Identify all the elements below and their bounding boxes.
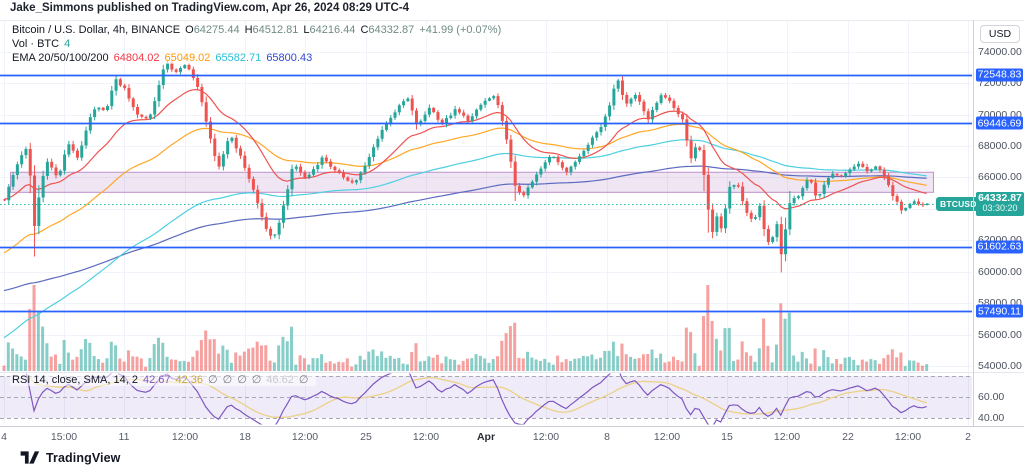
time-tick-label: 12:00 xyxy=(291,431,319,443)
ema-values: 64804.02 65049.02 65582.71 65800.43 xyxy=(114,52,318,64)
ohlc-key: C xyxy=(360,24,369,36)
time-tick-label: 12:00 xyxy=(171,431,199,443)
ohlc-value: 64275.44 xyxy=(193,24,240,36)
time-axis[interactable]: 4 15:00 11 12:00 18 12:00 25 12:00 Apr 12:00 8 12:0… xyxy=(0,426,1024,447)
rsi-value: ∅ xyxy=(298,374,309,386)
price-tick-label: 68000.00 xyxy=(978,139,1022,152)
ema-value: 65049.02 xyxy=(164,52,211,64)
volume-value: 4 xyxy=(64,38,71,50)
rsi-value: 42.67 xyxy=(142,374,171,386)
change-value: +41.99 (+0.07%) xyxy=(419,24,502,36)
ema-label: EMA 20/50/100/200 xyxy=(12,52,109,64)
ema-value: 65800.43 xyxy=(266,52,313,64)
ohlc-values: O64275.44 H64512.81 L64216.44 C64332.87 xyxy=(185,24,419,36)
rsi-value: 42.36 xyxy=(175,374,204,386)
rsi-value: ∅ xyxy=(251,374,262,386)
time-tick-label: 2 xyxy=(965,431,971,443)
rsi-legend[interactable]: RSI 14, close, SMA, 14, 2 42.67 42.36 ∅ ∅ ∅ ∅ 4… xyxy=(10,373,316,386)
time-tick-label: 8 xyxy=(604,431,610,443)
time-tick-label: 18 xyxy=(239,431,251,443)
time-tick-label: 4 xyxy=(1,431,7,443)
tradingview-logo[interactable]: TradingView xyxy=(20,450,121,465)
volume-label: Vol · BTC xyxy=(12,38,60,50)
level-price-chip: 57490.11 xyxy=(976,304,1023,318)
ohlc-key: O xyxy=(185,24,194,36)
tradingview-logo-icon xyxy=(20,451,40,464)
price-tick-label: 56000.00 xyxy=(978,328,1022,341)
rsi-label: RSI 14, close, SMA, 14, 2 xyxy=(12,374,138,386)
rsi-value: ∅ xyxy=(208,374,218,386)
ohlc-value: 64512.81 xyxy=(252,24,299,36)
level-price-chip: 61602.63 xyxy=(976,240,1023,254)
rsi-tick-label: 60.00 xyxy=(978,391,1005,403)
tradingview-logo-text: TradingView xyxy=(46,450,121,465)
rsi-value: ∅ xyxy=(237,374,247,386)
ema-value: 65582.71 xyxy=(215,52,262,64)
level-price-chip: 69446.69 xyxy=(976,116,1023,130)
time-tick-label: 15 xyxy=(721,431,733,443)
time-tick-label: 15:00 xyxy=(50,431,78,443)
currency-button[interactable]: USD xyxy=(980,25,1020,43)
time-tick-label: 12:00 xyxy=(653,431,681,443)
time-tick-label: 12:00 xyxy=(894,431,922,443)
ema-legend[interactable]: EMA 20/50/100/200 64804.02 65049.02 65582.7… xyxy=(10,52,320,64)
ohlc-token: C64332.87 xyxy=(360,24,414,36)
last-price-chip: 64332.87 03:30:20 xyxy=(976,191,1024,216)
rsi-tick-label: 40.00 xyxy=(978,412,1005,424)
rsi-values: 42.67 42.36 ∅ ∅ ∅ ∅ 46.62 ∅ xyxy=(143,374,314,386)
symbol-title: Bitcoin / U.S. Dollar, 4h, BINANCE xyxy=(12,24,181,36)
price-tick-label: 66000.00 xyxy=(978,171,1022,184)
time-tick-label: 12:00 xyxy=(773,431,801,443)
rsi-value: ∅ xyxy=(222,374,233,386)
symbol-legend[interactable]: Bitcoin / U.S. Dollar, 4h, BINANCE O64275… xyxy=(10,24,509,36)
btcusd-tag: BTCUSD xyxy=(936,196,981,211)
volume-legend[interactable]: Vol · BTC 4 xyxy=(10,38,78,50)
ohlc-value: 64332.87 xyxy=(368,24,415,36)
ohlc-key: L xyxy=(303,24,310,36)
ema-value: 64804.02 xyxy=(113,52,160,64)
ohlc-key: H xyxy=(244,24,253,36)
ohlc-value: 64216.44 xyxy=(309,24,356,36)
price-axis[interactable]: USD 74000.00 72000.00 70000.00 68000.00 6600… xyxy=(973,20,1024,426)
rsi-value: 46.62 xyxy=(266,374,294,386)
ohlc-token: L64216.44 xyxy=(303,24,355,36)
time-tick-label: 12:00 xyxy=(532,431,560,443)
price-tick-label: 54000.00 xyxy=(978,360,1022,372)
ohlc-token: O64275.44 xyxy=(185,24,239,36)
time-tick-label: 22 xyxy=(842,431,854,443)
time-tick-label: 25 xyxy=(360,431,372,443)
time-tick-label: 12:00 xyxy=(412,431,440,443)
countdown: 03:30:20 xyxy=(982,202,1018,213)
price-tick-label: 60000.00 xyxy=(978,265,1022,278)
ohlc-token: H64512.81 xyxy=(245,24,299,36)
time-tick-label: Apr xyxy=(476,431,496,443)
time-tick-label: 11 xyxy=(118,431,130,443)
level-price-chip: 72548.83 xyxy=(976,68,1023,81)
last-price-value: 64332.87 xyxy=(978,191,1022,204)
price-tick-label: 74000.00 xyxy=(978,45,1022,58)
